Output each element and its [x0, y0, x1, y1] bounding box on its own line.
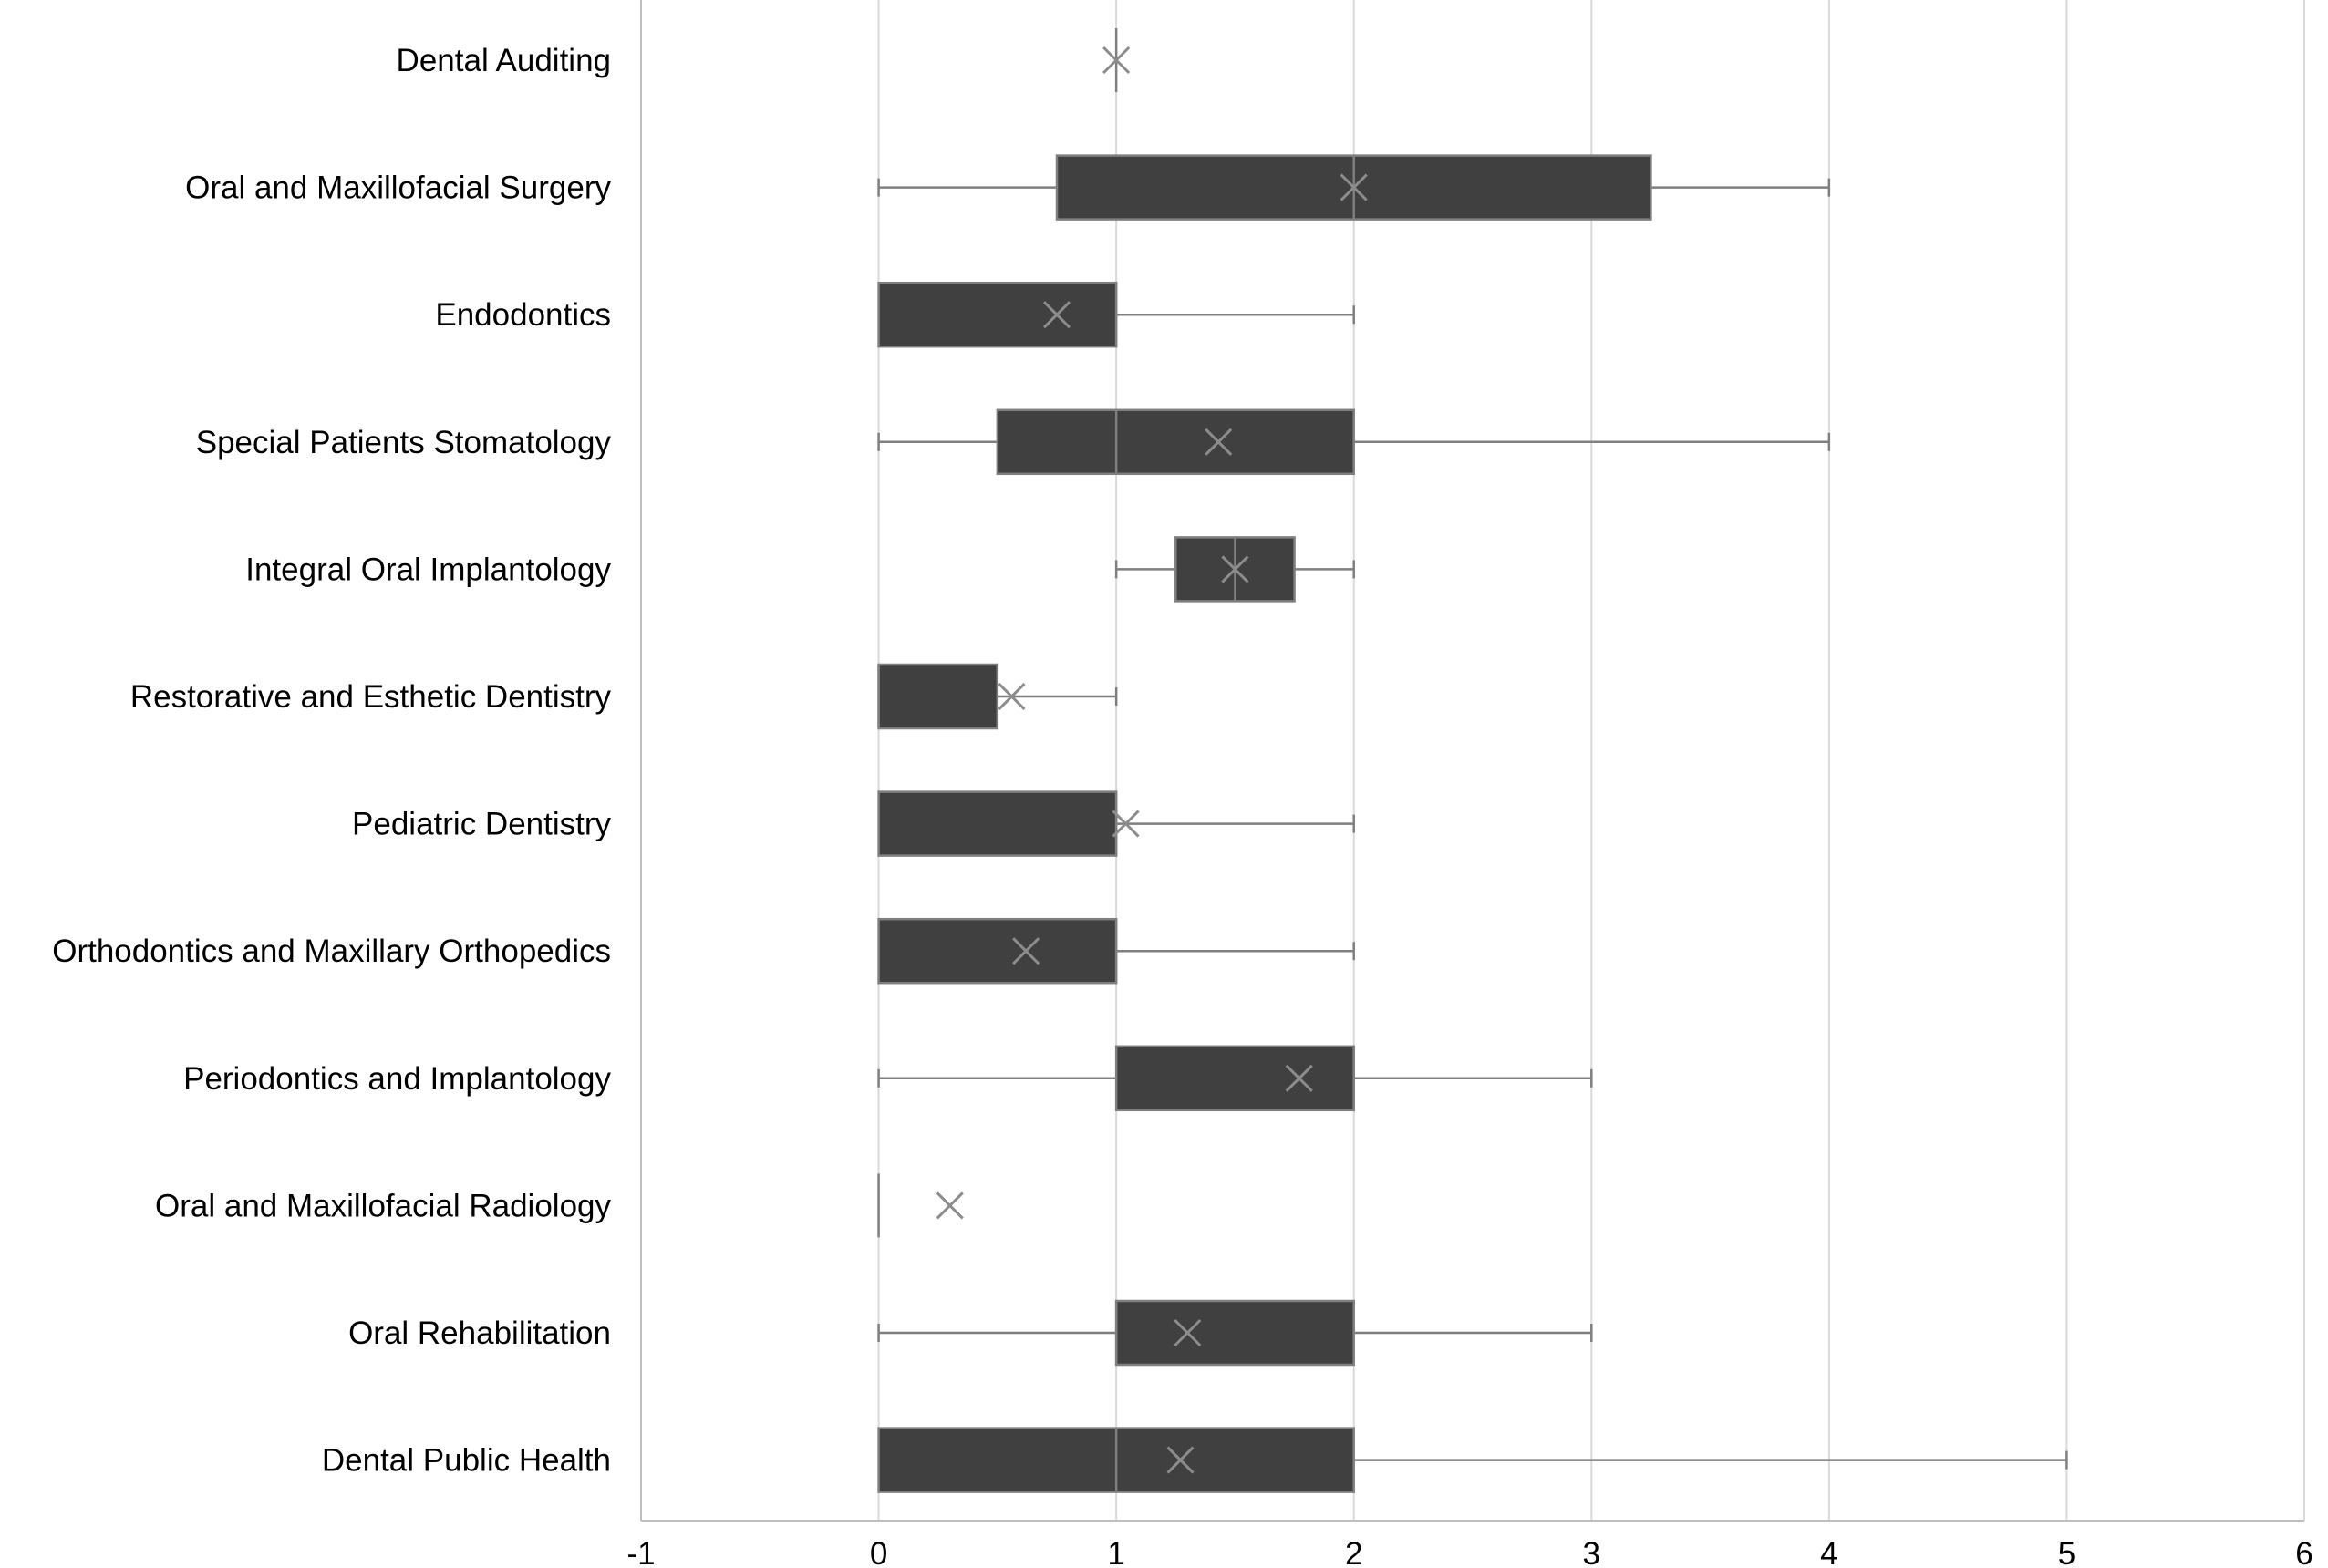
box-item — [877, 1173, 964, 1238]
iqr-box — [1114, 1299, 1355, 1367]
mean-marker — [1340, 173, 1368, 201]
x-tick-label: 3 — [1583, 1536, 1600, 1568]
box-item — [877, 408, 1831, 476]
iqr-box — [877, 663, 999, 730]
category-label: Orthodontics and Maxillary Orthopedics — [52, 934, 611, 969]
box-series — [877, 28, 2068, 1493]
iqr-box — [877, 790, 1118, 857]
iqr-box — [996, 408, 1355, 476]
mean-marker — [1012, 937, 1040, 965]
box-item — [1102, 28, 1131, 92]
category-label: Dental Public Health — [322, 1443, 611, 1479]
category-labels: Dental Auditing Oral and Maxillofacial Su… — [52, 43, 611, 1479]
category-label: Oral Rehabilitation — [348, 1315, 611, 1351]
category-label: Endodontics — [435, 297, 611, 333]
category-label: Oral and Maxillofacial Radiology — [155, 1188, 611, 1223]
category-label: Restorative and Esthetic Dentistry — [130, 679, 612, 715]
category-label: Special Patients Stomatology — [196, 425, 612, 460]
x-tick-label: -1 — [626, 1536, 655, 1568]
box-item — [877, 917, 1355, 985]
box-item — [877, 663, 1118, 730]
x-axis: -1 0 1 2 3 4 5 6 — [626, 1520, 2313, 1568]
category-label: Dental Auditing — [397, 43, 611, 78]
mean-marker — [998, 682, 1026, 711]
box-item — [1114, 536, 1355, 603]
mean-marker — [1112, 810, 1140, 838]
box-item — [877, 154, 1831, 221]
box-item — [877, 1427, 2068, 1493]
mean-marker — [936, 1191, 964, 1220]
x-tick-label: 4 — [1820, 1536, 1837, 1568]
category-label: Pediatric Dentistry — [352, 807, 611, 842]
x-tick-label: 1 — [1107, 1536, 1124, 1568]
mean-marker — [1174, 1318, 1202, 1347]
mean-marker — [1205, 428, 1233, 456]
category-label: Integral Oral Implantology — [245, 552, 611, 587]
box-item — [877, 790, 1355, 857]
gridlines — [640, 0, 2305, 1521]
category-label: Oral and Maxillofacial Surgery — [185, 170, 611, 206]
mean-marker — [1221, 555, 1249, 583]
iqr-box — [1114, 1045, 1355, 1112]
box-item — [877, 1045, 1593, 1112]
iqr-box — [877, 281, 1118, 348]
x-tick-label: 6 — [2295, 1536, 2312, 1568]
x-tick-label: 0 — [870, 1536, 887, 1568]
category-label: Periodontics and Implantology — [183, 1061, 611, 1097]
mean-marker — [1042, 301, 1071, 329]
iqr-box — [877, 917, 1118, 985]
box-item — [877, 281, 1355, 348]
x-tick-label: 2 — [1345, 1536, 1362, 1568]
mean-marker — [1285, 1064, 1313, 1092]
x-tick-label: 5 — [2058, 1536, 2075, 1568]
mean-marker — [1166, 1446, 1195, 1474]
mean-marker — [1102, 46, 1131, 75]
box-item — [877, 1299, 1593, 1367]
